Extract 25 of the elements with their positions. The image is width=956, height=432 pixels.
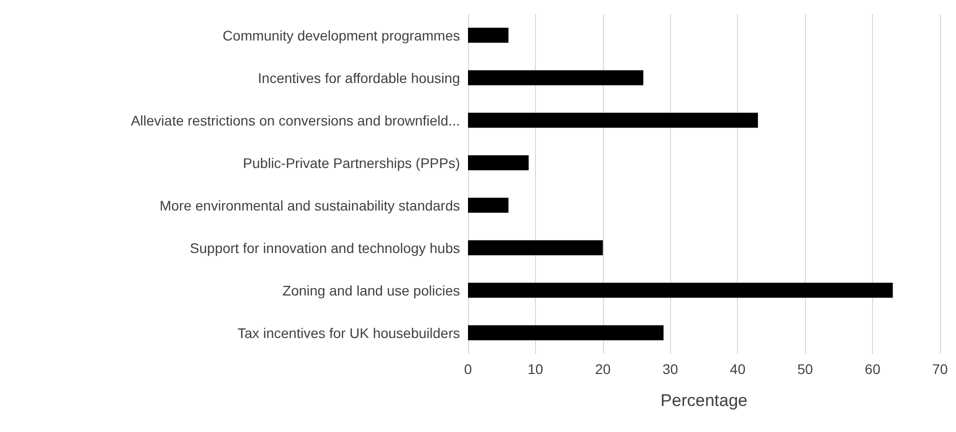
y-tick-label: Community development programmes: [222, 27, 460, 44]
x-tick-label: 50: [797, 361, 814, 377]
x-tick-label: 0: [464, 361, 472, 377]
y-tick-label: Support for innovation and technology hubs: [190, 240, 460, 256]
x-tick-label: 30: [662, 361, 678, 377]
y-tick-label: More environmental and sustainability standards: [160, 197, 460, 214]
y-tick-label: Public-Private Partnerships (PPPs): [242, 154, 460, 171]
x-tick-label: 10: [528, 361, 544, 377]
y-tick-label: Incentives for affordable housing: [258, 70, 460, 86]
x-tick-label: 40: [730, 361, 746, 377]
y-tick-label: Tax incentives for UK housebuilders: [237, 324, 460, 341]
x-tick-label: 70: [932, 361, 948, 377]
x-tick-label: 20: [595, 361, 611, 377]
y-tick-label: Zoning and land use policies: [282, 282, 460, 298]
bar: [468, 28, 508, 43]
bar: [468, 112, 758, 128]
bar: [468, 155, 529, 170]
y-tick-label: Alleviate restrictions on conversions and brownfield...: [130, 112, 460, 128]
x-tick-label: 60: [864, 361, 881, 377]
x-axis-title: Percentage: [660, 391, 748, 410]
bar: [468, 198, 508, 213]
bar: [468, 70, 644, 86]
bar: [468, 240, 603, 256]
bar: [468, 325, 664, 340]
bar: [468, 282, 893, 298]
